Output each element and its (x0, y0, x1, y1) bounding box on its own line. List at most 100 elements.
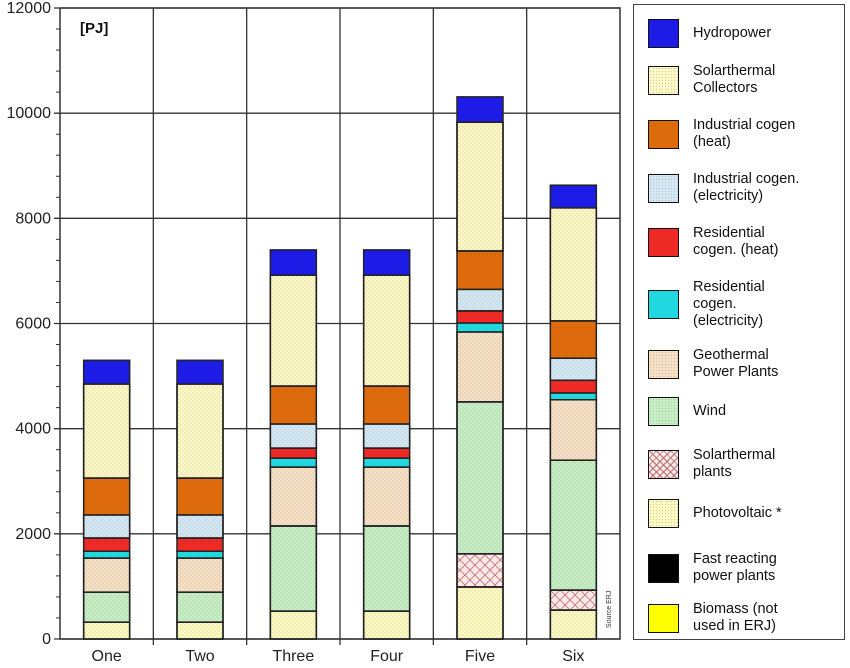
legend-swatch (648, 349, 679, 379)
bar-segment-pattern (269, 466, 318, 527)
bar-segment-pattern (456, 331, 504, 403)
bar-segment (269, 249, 318, 276)
stacked-bar-chart: 0 2000 4000 6000 8000 10000 12000 One Two Three Fo… (7, 0, 621, 665)
legend-item: Photovoltaic * (648, 499, 782, 528)
legend-swatch (648, 227, 679, 257)
bar-segment-pattern (82, 621, 131, 640)
legend-swatch (648, 397, 679, 426)
bar-segment-pattern (549, 459, 598, 591)
legend-label: Hydropower (693, 25, 772, 41)
bar-segment (549, 320, 598, 359)
bar-segment-pattern (82, 557, 131, 593)
bar-segment (549, 184, 598, 209)
bar-stack-four (362, 249, 411, 640)
bar-segment-pattern (362, 423, 411, 449)
bar-segment-pattern (269, 423, 318, 449)
legend-item: Geothermal Power Plants (648, 347, 778, 381)
legend-item: Biomass (not used in ERJ) (648, 601, 778, 635)
legend-item: Residential cogen. (heat) (648, 225, 778, 259)
bar-segment-pattern (456, 586, 504, 640)
bar-segment-pattern (549, 589, 598, 611)
grid (54, 7, 621, 645)
bar-stack-three (269, 249, 318, 640)
legend-label: Solarthermal plants (693, 447, 776, 480)
legend-swatch (648, 19, 679, 48)
legend-swatch (648, 499, 679, 528)
legend-swatch (648, 65, 679, 95)
y-tick-label: 2000 (15, 526, 51, 543)
bar-segment (269, 385, 318, 425)
legend-item: Industrial cogen. (electricity) (648, 171, 799, 205)
bar-segment (362, 385, 411, 425)
bar-stack-two (176, 359, 224, 640)
bar-segment-pattern (176, 557, 224, 593)
bar-segment (456, 96, 504, 123)
legend-swatch (648, 173, 679, 203)
x-tick-label: Four (370, 648, 404, 665)
legend-label: Fast reacting power plants (693, 551, 777, 584)
legend-label: Biomass (not used in ERJ) (693, 601, 778, 634)
unit-label: [PJ] (80, 20, 108, 37)
y-tick-label: 12000 (7, 0, 52, 17)
bar-segment (549, 379, 598, 394)
x-tick-label: One (92, 648, 122, 665)
legend-label: Residential cogen. (electricity) (693, 279, 765, 329)
bar-segment-pattern (549, 207, 598, 322)
y-tick-label: 4000 (15, 421, 51, 438)
bar-segment (456, 250, 504, 291)
legend-item: Fast reacting power plants (648, 551, 777, 585)
bar-segment (176, 537, 224, 552)
legend-swatch (648, 449, 679, 479)
y-tick-label: 8000 (15, 210, 51, 227)
bar-stack-one (82, 359, 131, 640)
legend-item: Solarthermal Collectors (648, 63, 775, 97)
x-tick-label: Six (562, 648, 584, 665)
legend-item: Hydropower (648, 19, 771, 48)
legend-item: Residential cogen. (electricity) (648, 279, 765, 330)
legend-label: Solarthermal Collectors (693, 63, 776, 96)
legend-swatch (648, 553, 679, 583)
source-note: Source ERJ (606, 591, 613, 628)
x-tick-label: Two (185, 648, 214, 665)
bar-segment (176, 550, 224, 559)
bar-segment-pattern (362, 274, 411, 387)
bar-segment-pattern (176, 591, 224, 623)
y-tick-label: 6000 (15, 316, 51, 333)
bar-segment-pattern (549, 398, 598, 461)
bar-segment-pattern (82, 383, 131, 479)
bar-segment (362, 457, 411, 468)
bar-segment (456, 310, 504, 324)
bar-segment-pattern (362, 525, 411, 612)
axes: 0 2000 4000 6000 8000 10000 12000 One Two Three Fo… (7, 0, 585, 665)
bar-segment (82, 550, 131, 559)
legend: Hydropower Solarthermal Collectors Industr… (633, 4, 845, 640)
legend-label: Photovoltaic * (693, 505, 782, 521)
x-tick-label: Five (465, 648, 495, 665)
legend-label: Geothermal Power Plants (693, 347, 779, 380)
y-tick-label: 0 (42, 631, 51, 648)
bar-segment (82, 477, 131, 516)
bar-segment (456, 322, 504, 333)
bar-segment (362, 249, 411, 276)
bar-segment (549, 392, 598, 401)
legend-label: Residential cogen. (heat) (693, 225, 779, 258)
bar-segment-pattern (456, 401, 504, 555)
bar-segment-pattern (549, 609, 598, 640)
legend-item: Wind (648, 397, 726, 426)
legend-label: Wind (693, 403, 727, 419)
bar-segment (82, 537, 131, 552)
bar-segment (269, 457, 318, 468)
bar-segment-pattern (362, 610, 411, 640)
bar-segment-pattern (269, 610, 318, 640)
legend-item: Solarthermal plants (648, 447, 775, 481)
y-tick-label: 10000 (7, 105, 52, 122)
legend-label: Industrial cogen. (electricity) (693, 171, 800, 204)
bar-segment (269, 447, 318, 459)
legend-swatch (648, 290, 679, 319)
bar-segment (82, 359, 131, 385)
bar-segment (176, 477, 224, 516)
bar-segment-pattern (549, 357, 598, 382)
legend-item: Industrial cogen (heat) (648, 117, 795, 151)
bar-segment-pattern (456, 288, 504, 312)
x-tick-label: Three (272, 648, 314, 665)
